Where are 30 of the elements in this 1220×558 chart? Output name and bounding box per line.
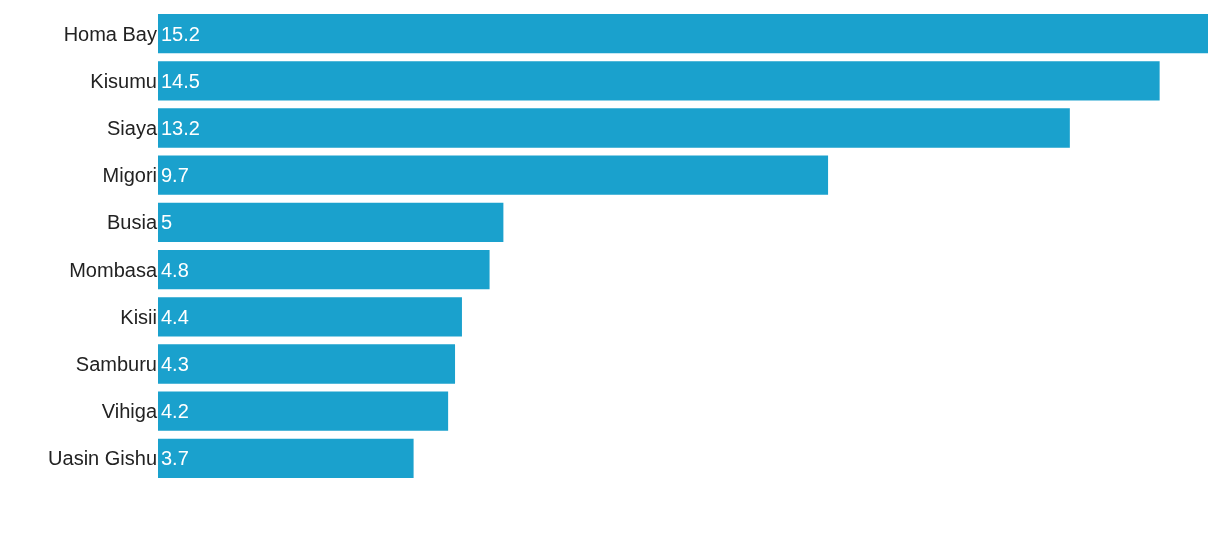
data-label: 3.7 [161, 447, 189, 470]
bar [158, 391, 449, 431]
data-label: 4.8 [161, 258, 189, 281]
data-label: 13.2 [161, 117, 200, 139]
data-label: 15.2 [161, 22, 200, 45]
data-label: 14.5 [161, 69, 200, 92]
data-label: 5 [161, 211, 173, 234]
data-label: 4.2 [161, 400, 189, 423]
bar [158, 202, 504, 243]
y-tick-label: Homa Bay [63, 22, 157, 45]
bar [158, 297, 462, 337]
y-tick-label: Siaya [106, 117, 158, 139]
bar [158, 13, 1208, 54]
data-label: 9.7 [161, 164, 189, 187]
bar [158, 438, 414, 479]
y-tick-label: Mombasa [69, 258, 158, 281]
bar [158, 108, 1070, 148]
data-label: 4.4 [161, 305, 189, 328]
bar [158, 249, 490, 290]
y-tick-label: Migori [102, 164, 157, 187]
bar [158, 61, 1160, 101]
y-tick-label: Kisumu [90, 69, 157, 92]
data-label: 4.3 [161, 353, 189, 375]
bar [158, 155, 829, 195]
y-tick-label: Samburu [75, 353, 157, 375]
y-tick-label: Busia [106, 211, 158, 234]
y-tick-label: Vihiga [101, 400, 158, 423]
bar [158, 344, 456, 384]
y-tick-label: Uasin Gishu [48, 447, 157, 470]
y-tick-label: Kisii [120, 305, 157, 328]
